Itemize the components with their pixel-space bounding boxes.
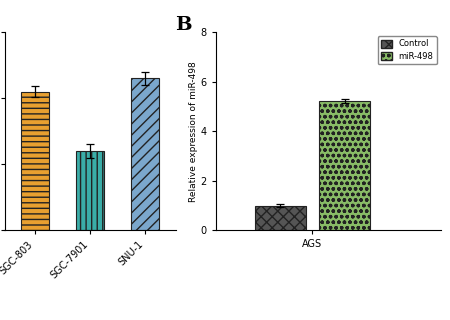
Bar <box>319 101 370 230</box>
Bar <box>76 151 104 230</box>
Bar <box>255 205 306 230</box>
Bar <box>131 78 159 230</box>
Y-axis label: Relative expression of miR-498: Relative expression of miR-498 <box>189 61 198 202</box>
Legend: Control, miR-498: Control, miR-498 <box>378 36 437 64</box>
Bar <box>21 92 49 230</box>
Text: B: B <box>176 16 192 34</box>
